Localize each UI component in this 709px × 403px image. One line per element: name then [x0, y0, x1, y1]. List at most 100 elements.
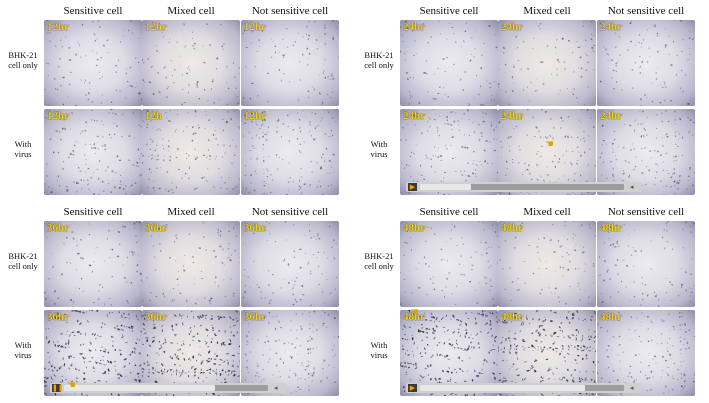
media-player-bar[interactable]: ❚❚ ◂ [50, 383, 286, 393]
cell-speck [311, 337, 313, 341]
cell-speck [286, 114, 289, 117]
cell-speck [211, 315, 213, 317]
cell-speck [138, 240, 140, 241]
cell-speck [283, 260, 285, 262]
cell-speck [188, 177, 190, 180]
cell-speck [171, 188, 173, 191]
cell-speck [573, 70, 575, 73]
cell-speck [161, 329, 164, 333]
cell-speck [335, 27, 337, 29]
progress-track[interactable] [420, 184, 624, 190]
cell-speck [140, 173, 142, 176]
cell-speck [417, 328, 420, 333]
cell-speck [401, 162, 403, 164]
cell-speck [62, 167, 64, 170]
media-player-bar[interactable]: ▶ ◂ [406, 383, 642, 393]
cell-speck [619, 368, 621, 371]
cell-speck [44, 182, 46, 186]
cell-speck [617, 291, 620, 294]
volume-icon[interactable]: ◂ [630, 183, 634, 191]
media-player-bar[interactable]: ▶ ◂ [406, 182, 642, 192]
cell-speck [329, 148, 330, 150]
cell-speck [641, 159, 643, 162]
cell-speck [693, 285, 695, 286]
micrograph-texture [142, 22, 240, 106]
progress-track[interactable] [64, 385, 268, 391]
cell-speck [479, 161, 481, 163]
cell-speck [640, 98, 642, 101]
cell-speck [239, 128, 240, 130]
cell-speck [675, 73, 678, 76]
cell-speck [423, 312, 425, 314]
cell-speck [93, 119, 96, 122]
cell-speck [490, 286, 493, 287]
cell-speck [153, 336, 155, 339]
cell-speck [258, 29, 260, 31]
progress-track[interactable] [420, 385, 624, 391]
cell-speck [267, 126, 270, 129]
cell-speck [207, 168, 209, 170]
cell-speck [207, 360, 211, 363]
cell-speck [309, 336, 311, 338]
cell-speck [247, 371, 249, 374]
cell-speck [591, 21, 593, 23]
cell-speck [322, 72, 324, 74]
volume-icon[interactable]: ◂ [630, 384, 634, 392]
cell-speck [284, 53, 286, 55]
cell-speck [238, 126, 240, 128]
cell-speck [228, 242, 230, 245]
cell-speck [67, 156, 70, 158]
cell-speck [175, 369, 178, 372]
cell-speck [257, 94, 259, 97]
cell-speck [83, 153, 86, 156]
micrograph-texture [142, 109, 240, 194]
time-label: 12hr [244, 21, 266, 33]
volume-icon[interactable]: ◂ [274, 384, 278, 392]
cell-speck [514, 348, 516, 350]
cell-speck [182, 322, 184, 326]
cell-speck [296, 362, 299, 364]
cell-speck [115, 89, 118, 92]
cell-speck [489, 86, 492, 89]
cell-speck [331, 117, 334, 119]
cell-speck [202, 314, 205, 318]
cell-speck [268, 321, 270, 323]
cell-speck [592, 371, 594, 373]
cell-speck [208, 299, 211, 302]
cell-speck [318, 283, 320, 286]
cell-speck [101, 180, 104, 183]
cell-speck [481, 368, 484, 371]
cell-speck [459, 357, 461, 359]
cell-speck [154, 369, 156, 372]
play-button[interactable]: ▶ [408, 183, 417, 191]
pause-button[interactable]: ❚❚ [52, 384, 64, 392]
cell-speck [689, 301, 692, 303]
cell-speck [538, 318, 540, 321]
cell-speck [472, 173, 474, 175]
cell-speck [316, 347, 317, 349]
cell-speck [173, 394, 175, 396]
cell-speck [183, 34, 185, 36]
cell-speck [71, 380, 73, 383]
cell-speck [619, 335, 621, 337]
cell-speck [114, 348, 116, 351]
cell-speck [428, 328, 431, 330]
cell-speck [478, 313, 480, 315]
cell-speck [549, 368, 552, 371]
cell-speck [474, 169, 477, 171]
cell-speck [611, 59, 613, 62]
cell-speck [454, 382, 457, 384]
cell-speck [509, 266, 511, 270]
cell-speck [119, 374, 123, 377]
play-button[interactable]: ▶ [408, 384, 417, 392]
cell-speck [457, 320, 459, 322]
cell-speck [660, 333, 663, 335]
cell-speck [236, 186, 238, 189]
cell-speck [560, 316, 562, 318]
cell-speck [584, 318, 586, 320]
cell-speck [585, 69, 588, 72]
cell-speck [651, 322, 653, 324]
cell-speck [327, 313, 330, 316]
column-header: Mixed cell [167, 206, 215, 218]
cell-speck [660, 180, 662, 182]
